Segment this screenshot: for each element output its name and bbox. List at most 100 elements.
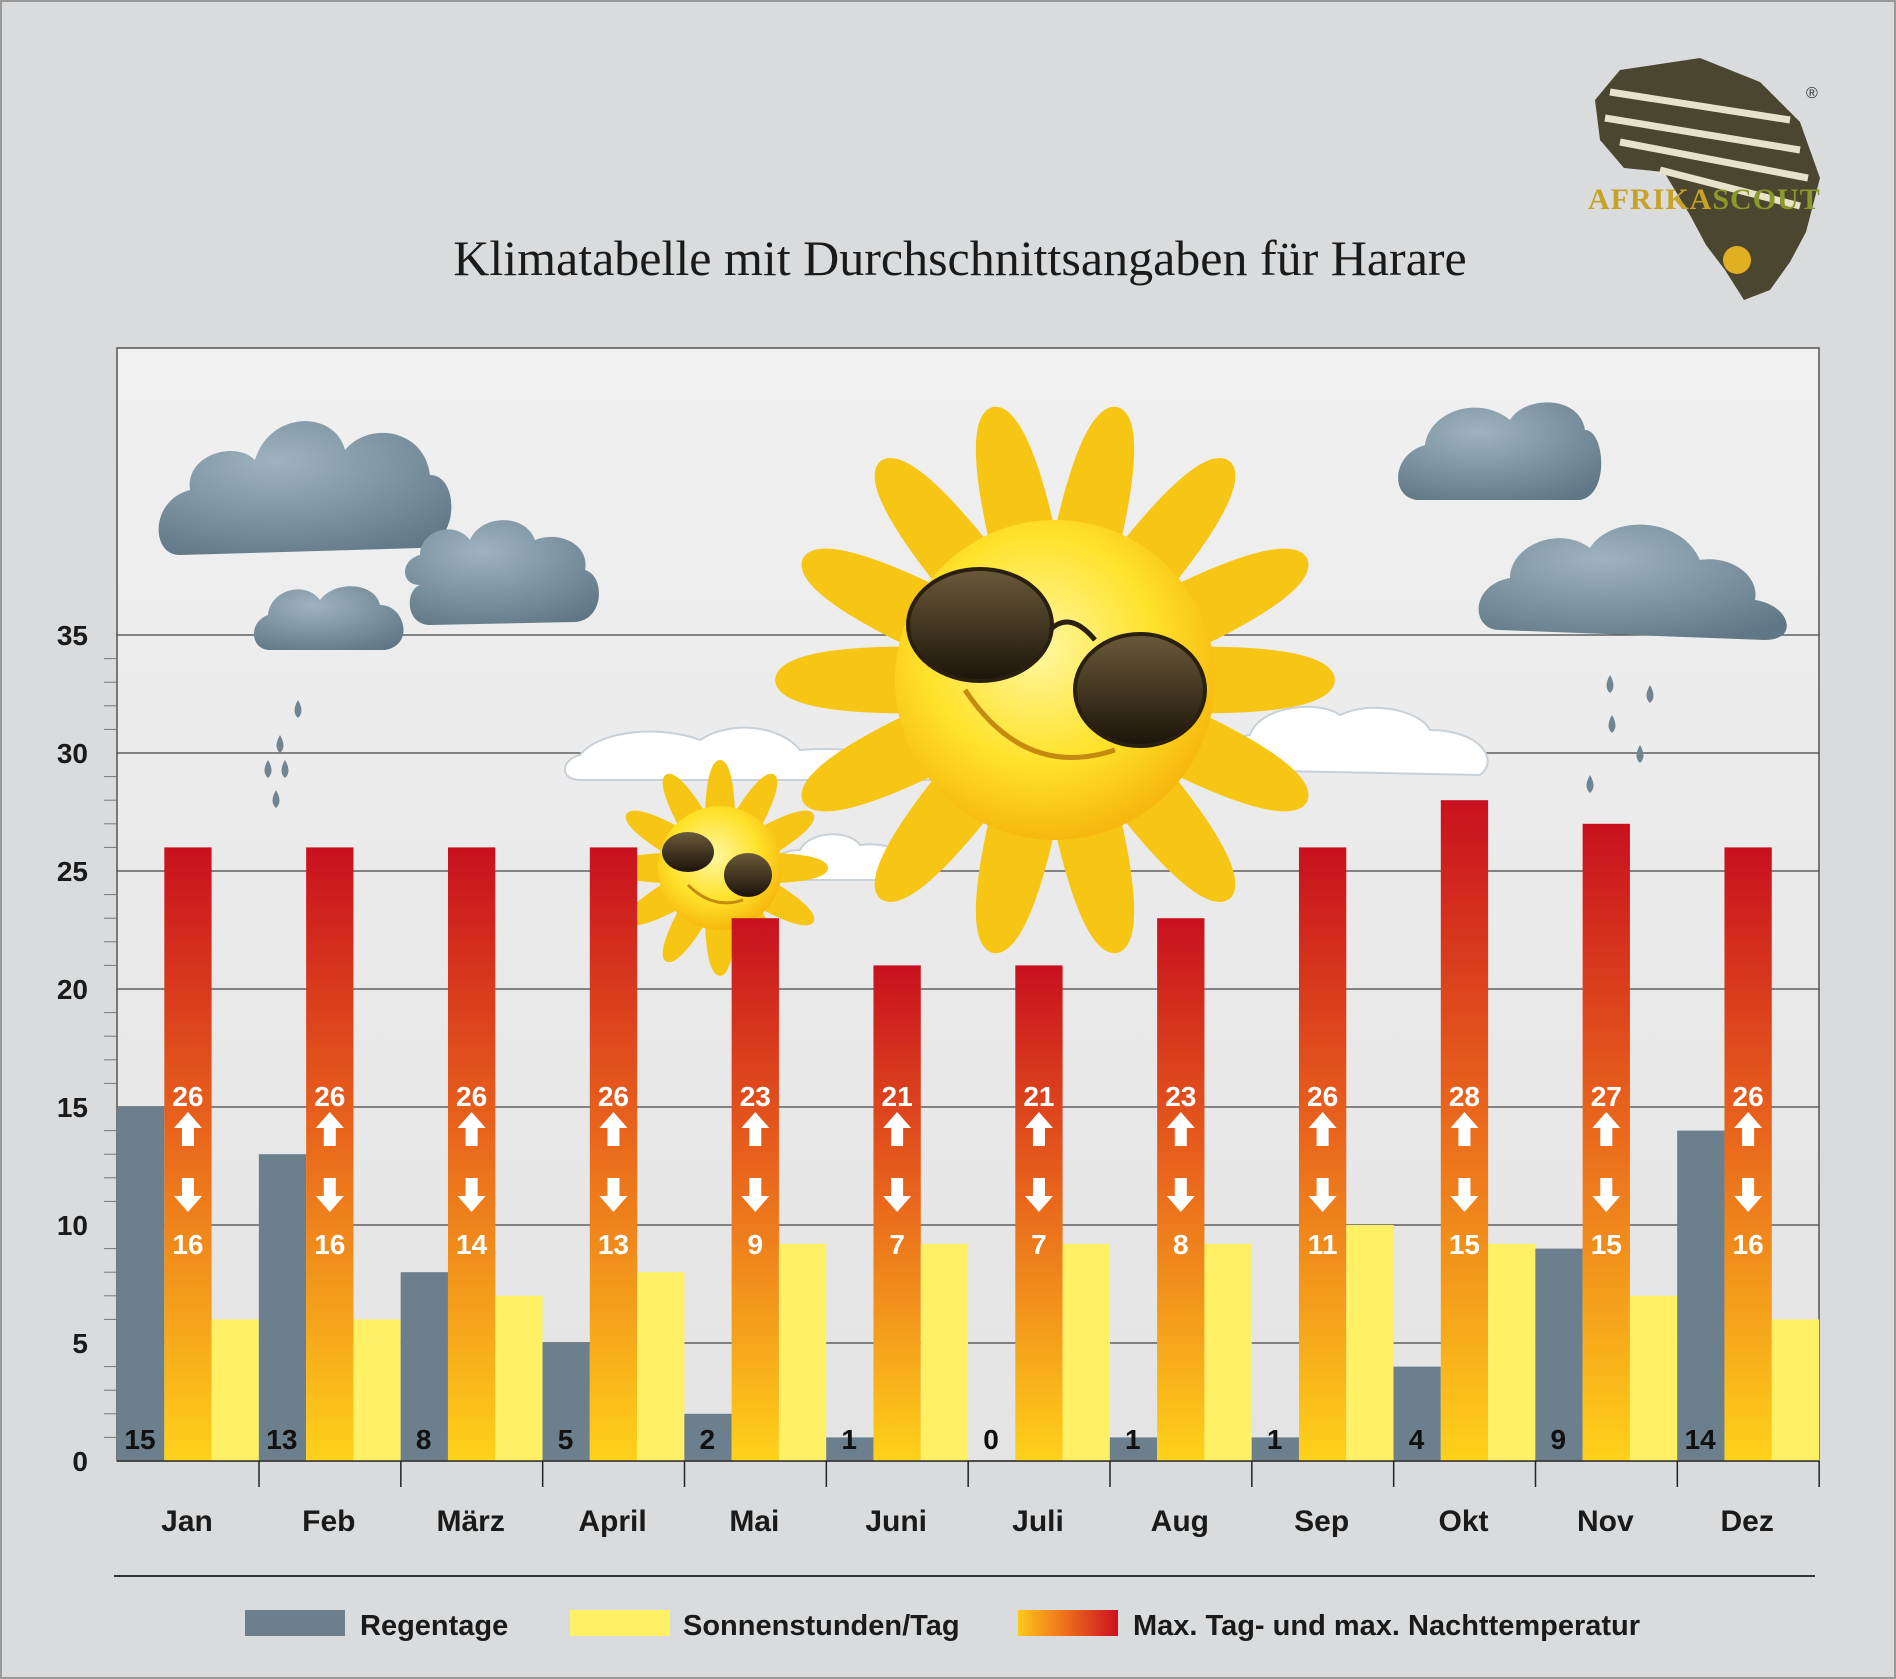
data-label-regentage: 15 <box>124 1424 155 1455</box>
bar-temperatur <box>1298 847 1347 1461</box>
legend: Regentage Sonnenstunden/Tag Max. Tag- un… <box>245 1610 1640 1642</box>
data-label-night-max: 16 <box>1733 1229 1764 1260</box>
bar-sonnenstunden <box>1771 1319 1820 1461</box>
data-label-night-max: 9 <box>747 1229 763 1260</box>
bar-regentage <box>1251 1437 1299 1461</box>
arrow-up-icon <box>457 1112 486 1146</box>
bar-sonnenstunden <box>920 1243 969 1461</box>
logo-text: AFRIKASCOUT <box>1588 183 1821 216</box>
x-tick-label: Feb <box>302 1505 355 1538</box>
data-label-night-max: 15 <box>1449 1229 1480 1260</box>
data-label-night-max: 11 <box>1308 1229 1338 1260</box>
data-label-day-max: 27 <box>1591 1081 1622 1112</box>
sun-with-sunglasses-icon <box>775 406 1335 954</box>
arrow-up-icon <box>315 1112 344 1146</box>
legend-label-regentage: Regentage <box>360 1610 508 1642</box>
data-label-day-max: 26 <box>598 1081 629 1112</box>
sun-ray <box>704 924 736 976</box>
data-label-regentage: 4 <box>1409 1424 1425 1455</box>
data-label-night-max: 16 <box>314 1229 345 1260</box>
bar-temperatur <box>306 847 354 1461</box>
data-label-day-max: 26 <box>456 1081 487 1112</box>
x-tick-label: Dez <box>1720 1505 1773 1538</box>
bar-temperatur <box>1724 847 1772 1461</box>
sun-ray <box>975 815 1055 954</box>
data-label-day-max: 23 <box>1165 1081 1196 1112</box>
arrow-up-icon <box>1734 1112 1763 1146</box>
logo-text-scout: SCOUT <box>1712 183 1820 216</box>
bars: 15 26 16 13 26 16 8 26 14 5 26 13 2 23 9 1 21 7 0 21 7 1 23 8 1 2… <box>117 800 1820 1461</box>
x-tick-label: April <box>578 1505 646 1538</box>
data-label-regentage: 13 <box>266 1424 297 1455</box>
sun-ray <box>801 713 938 812</box>
y-tick-label: 35 <box>57 620 88 651</box>
data-label-regentage: 1 <box>1267 1424 1283 1455</box>
data-label-day-max: 26 <box>172 1081 203 1112</box>
rain-cloud-icon <box>1398 402 1787 793</box>
bar-regentage <box>1677 1130 1725 1461</box>
y-tick-label: 10 <box>57 1210 88 1241</box>
legend-swatch-sonnenstunden <box>570 1610 670 1636</box>
arrow-down-icon <box>1166 1178 1195 1212</box>
x-tick-label: Aug <box>1151 1505 1209 1538</box>
arrow-down-icon <box>1734 1178 1763 1212</box>
sun-ray <box>704 760 736 812</box>
x-tick-label: Okt <box>1438 1505 1488 1538</box>
x-tick-label: Nov <box>1577 1505 1634 1538</box>
x-tick-label: Juni <box>865 1505 927 1538</box>
sun-ray <box>776 852 828 884</box>
bar-regentage <box>1535 1248 1583 1461</box>
sun-ray <box>1201 646 1335 714</box>
data-label-night-max: 13 <box>598 1229 629 1260</box>
data-label-night-max: 14 <box>456 1229 488 1260</box>
arrow-up-icon <box>1308 1112 1337 1146</box>
data-label-day-max: 26 <box>1307 1081 1338 1112</box>
x-tick-label: Mai <box>729 1505 779 1538</box>
data-label-regentage: 1 <box>1125 1424 1141 1455</box>
bar-regentage <box>1393 1366 1441 1461</box>
arrow-down-icon <box>315 1178 344 1212</box>
sun-ray <box>1172 548 1309 647</box>
arrow-up-icon <box>1450 1112 1479 1146</box>
bar-temperatur <box>447 847 496 1461</box>
y-tick-label: 15 <box>57 1092 88 1123</box>
bar-sonnenstunden <box>1346 1225 1394 1461</box>
arrow-down-icon <box>457 1178 486 1212</box>
bar-temperatur <box>589 847 638 1461</box>
legend-swatch-temperatur <box>1018 1610 1118 1636</box>
data-label-regentage: 5 <box>558 1424 574 1455</box>
bar-temperatur <box>164 847 212 1461</box>
x-tick-label: Jan <box>161 1505 213 1538</box>
sun-ray <box>1055 406 1135 545</box>
bar-temperatur <box>1015 965 1063 1461</box>
bar-regentage <box>684 1413 732 1461</box>
arrow-down-icon <box>1450 1178 1479 1212</box>
x-tick-label: Sep <box>1294 1505 1349 1538</box>
y-tick-label: 5 <box>72 1328 88 1359</box>
bar-regentage <box>258 1154 307 1461</box>
data-label-night-max: 7 <box>1031 1229 1047 1260</box>
data-label-regentage: 9 <box>1551 1424 1567 1455</box>
afrikascout-logo: ® AFRIKASCOUT <box>1588 58 1821 300</box>
bar-regentage <box>117 1107 165 1461</box>
bar-sonnenstunden <box>211 1319 259 1461</box>
registered-mark: ® <box>1806 85 1818 102</box>
y-tick-label: 25 <box>57 856 88 887</box>
arrow-down-icon <box>173 1178 202 1212</box>
data-label-night-max: 8 <box>1173 1229 1189 1260</box>
data-label-night-max: 15 <box>1591 1229 1622 1260</box>
bar-sonnenstunden <box>1629 1295 1678 1461</box>
bar-regentage <box>826 1437 874 1461</box>
arrow-up-icon <box>1592 1112 1621 1146</box>
data-label-night-max: 16 <box>172 1229 203 1260</box>
arrow-up-icon <box>1166 1112 1195 1146</box>
sun-ray <box>975 406 1055 545</box>
bar-sonnenstunden <box>495 1295 543 1461</box>
sun-ray <box>801 548 938 647</box>
data-label-regentage: 1 <box>841 1424 857 1455</box>
sun-ray <box>1172 713 1309 812</box>
arrow-down-icon <box>741 1178 770 1212</box>
bar-sonnenstunden <box>637 1272 685 1461</box>
sun-ray <box>775 646 909 714</box>
data-label-regentage: 0 <box>983 1424 999 1455</box>
